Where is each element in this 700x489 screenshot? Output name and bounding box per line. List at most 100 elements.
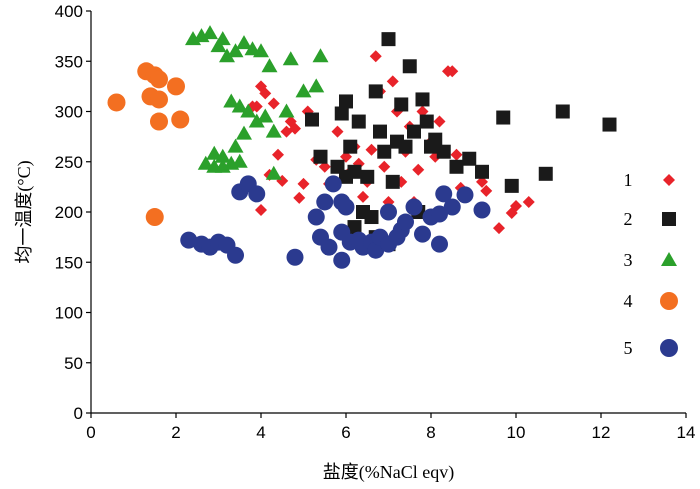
data-point (386, 75, 399, 88)
data-point (538, 166, 553, 181)
data-point (462, 151, 477, 166)
data-point (313, 149, 328, 164)
data-point (227, 138, 244, 153)
data-point (493, 222, 505, 235)
data-point (223, 93, 240, 108)
legend-marker (660, 339, 678, 357)
data-point (398, 139, 413, 154)
y-tick-label: 250 (55, 153, 83, 172)
x-tick-label: 8 (426, 423, 435, 442)
data-point (261, 58, 278, 73)
data-point (339, 169, 353, 184)
data-point (602, 117, 617, 132)
data-point (416, 105, 429, 118)
data-point (351, 114, 366, 129)
y-tick-label: 100 (55, 304, 83, 323)
data-point (364, 210, 379, 225)
data-point (433, 115, 446, 128)
data-point (236, 35, 252, 50)
series-3 (185, 25, 329, 180)
legend: 1 2 3 4 5 (624, 170, 678, 358)
data-point (227, 246, 244, 264)
data-point (272, 148, 284, 161)
x-tick-label: 4 (256, 423, 265, 442)
data-point (365, 143, 378, 156)
data-point (522, 195, 535, 208)
data-point (378, 160, 391, 173)
data-point (267, 97, 280, 110)
data-point (248, 113, 265, 128)
data-point (412, 163, 425, 176)
data-point (555, 104, 570, 119)
data-point (219, 48, 235, 63)
data-point (255, 203, 267, 216)
data-point (150, 112, 168, 131)
x-axis-title: 盐度(%NaCl eqv) (323, 462, 454, 483)
data-point (231, 98, 248, 113)
data-point (316, 193, 334, 211)
data-point (171, 110, 190, 129)
data-point (473, 201, 491, 219)
y-tick-label: 350 (55, 52, 83, 71)
data-point (318, 160, 331, 173)
legend-marker (662, 212, 676, 226)
data-point (435, 185, 453, 203)
series-4 (107, 62, 190, 227)
data-point (347, 220, 362, 235)
data-point (240, 103, 257, 118)
data-point (295, 83, 312, 98)
data-point (340, 150, 352, 163)
data-point (476, 175, 488, 188)
legend-label: 2 (624, 209, 633, 229)
legend-marker (663, 174, 675, 186)
data-point (308, 78, 325, 93)
data-point (257, 108, 274, 123)
data-point (255, 80, 267, 93)
data-point (265, 165, 282, 180)
data-point (480, 184, 493, 197)
x-tick-label: 12 (592, 423, 611, 442)
data-point (496, 110, 511, 125)
data-point (282, 51, 299, 66)
y-tick-label: 150 (55, 253, 83, 272)
data-point (150, 90, 168, 109)
data-point (397, 213, 414, 231)
data-point (248, 185, 266, 203)
data-point (265, 123, 282, 138)
data-point (446, 65, 459, 78)
data-point (278, 103, 295, 118)
data-point (405, 198, 423, 216)
data-point (510, 199, 522, 212)
legend-label: 1 (624, 170, 633, 190)
data-point (394, 97, 409, 112)
data-point (339, 94, 353, 109)
data-point (324, 175, 342, 193)
data-point (150, 70, 168, 89)
y-tick-label: 200 (55, 203, 83, 222)
x-tick-label: 0 (86, 423, 95, 442)
data-point (145, 208, 164, 227)
x-tick-label: 2 (171, 423, 180, 442)
data-point (428, 132, 443, 147)
data-point (107, 93, 126, 112)
data-point (334, 106, 349, 121)
data-point (307, 208, 325, 226)
data-point (373, 124, 387, 139)
data-point (367, 241, 385, 259)
data-point (297, 177, 310, 190)
data-point (475, 164, 489, 179)
x-tick-label: 14 (677, 423, 696, 442)
data-point (231, 153, 248, 168)
data-point (305, 112, 319, 127)
data-point (368, 84, 383, 99)
data-point (419, 114, 434, 129)
data-point (312, 48, 329, 63)
data-point (286, 248, 304, 266)
data-point (210, 38, 227, 53)
data-point (236, 125, 252, 140)
data-point (377, 144, 392, 159)
data-point (320, 238, 338, 256)
data-point (227, 43, 244, 58)
